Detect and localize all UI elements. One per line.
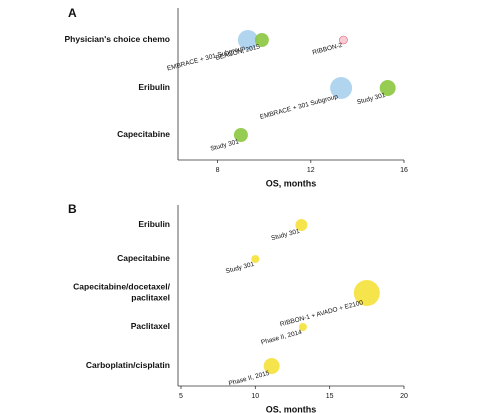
category-label: Carboplatin/cisplatin	[86, 360, 170, 370]
bubble	[263, 358, 280, 374]
category-label: Paclitaxel	[131, 321, 170, 331]
panel-label: B	[68, 202, 77, 216]
category-label: Eribulin	[138, 219, 170, 229]
category-label: Physician's choice chemo	[65, 34, 170, 44]
bubble	[339, 35, 348, 45]
x-tick-label: 12	[307, 167, 315, 174]
x-tick-label: 15	[326, 393, 334, 400]
x-axis-label: OS, months	[266, 178, 317, 188]
bubble	[254, 33, 269, 47]
point-label: Study 301	[356, 92, 386, 106]
x-tick-label: 16	[400, 167, 408, 174]
point-label: Phase II, 2014	[260, 329, 303, 347]
bubble	[298, 323, 307, 331]
x-tick-label: 10	[251, 393, 259, 400]
x-axis-label: OS, months	[266, 404, 317, 413]
bubble	[379, 80, 396, 96]
point-label: RIBBON-2	[312, 42, 344, 57]
point-label: Study 301	[225, 261, 255, 275]
bubble	[330, 77, 353, 99]
x-tick-label: 5	[179, 393, 183, 400]
panel-label: A	[68, 6, 77, 20]
point-label: EMBRACE + 301 Subgroup	[259, 93, 339, 121]
point-label: Study 301	[210, 138, 240, 152]
bubble	[353, 280, 380, 306]
bubble	[251, 255, 260, 263]
bubble	[233, 128, 248, 142]
point-label: Phase II, 2015	[228, 370, 271, 388]
x-tick-label: 8	[216, 167, 220, 174]
x-tick-label: 20	[400, 393, 408, 400]
bubble	[295, 219, 308, 231]
point-label: Study 301	[270, 228, 300, 242]
bubble	[237, 30, 258, 50]
category-label: Capecitabine/docetaxel/paclitaxel	[73, 282, 170, 303]
category-label: Capecitabine	[117, 129, 170, 139]
category-label: Eribulin	[138, 82, 170, 92]
point-label: RIBBON-1 + AVADO + E2100	[279, 299, 364, 328]
category-label: Capecitabine	[117, 253, 170, 263]
